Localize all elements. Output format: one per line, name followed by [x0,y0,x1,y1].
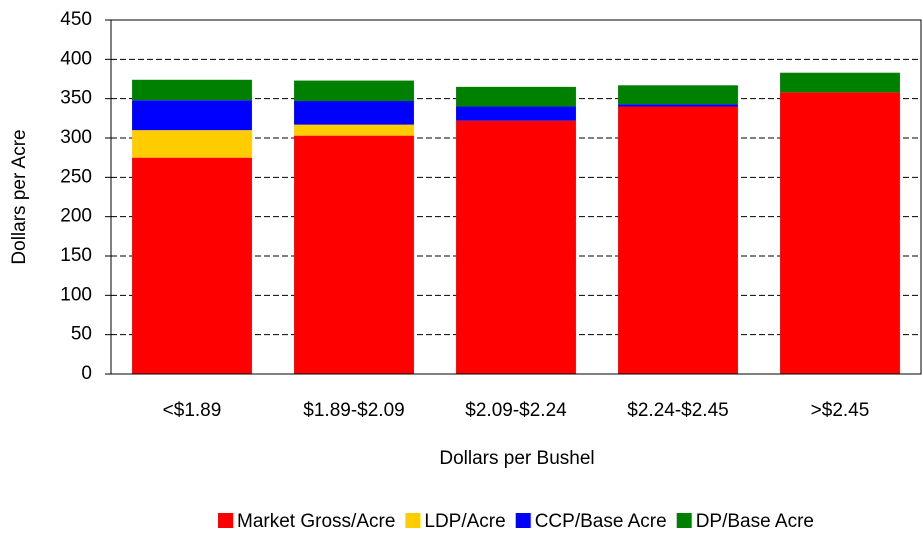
x-tick-label: $2.24-$2.45 [627,400,728,421]
x-tick-label: <$1.89 [163,400,222,421]
bar-segment [618,104,738,107]
legend-swatch [405,513,421,528]
bar-segment [780,92,900,374]
plot-border [110,19,922,375]
bar-segment [132,157,252,374]
y-tick-label: 50 [71,324,92,345]
bar-segment [294,135,414,374]
y-tick-label: 250 [60,166,92,187]
y-tick-label: 0 [81,363,92,384]
bar-segment [294,80,414,102]
x-tick-label: $1.89-$2.09 [303,400,404,421]
bar-segment [132,100,252,131]
bar-segment [456,120,576,375]
legend-label: CCP/Base Acre [535,511,667,532]
y-tick-label: 350 [60,88,92,109]
y-tick-label: 200 [60,206,92,227]
y-tick-label: 150 [60,245,92,266]
legend-swatch [218,513,234,528]
bar-segment [294,101,414,125]
bar-segment [132,130,252,158]
legend-swatch [676,513,692,528]
y-tick-label: 100 [60,284,92,305]
legend-label: Market Gross/Acre [237,511,395,532]
bar-segment [132,79,252,101]
legend-swatch [515,513,531,528]
bar-segment [780,72,900,93]
bar-segment [618,106,738,375]
y-tick-label: 400 [60,48,92,69]
x-tick-label: >$2.45 [811,400,870,421]
x-axis-title: Dollars per Bushel [439,448,594,469]
y-axis-title: Dollars per Acre [9,129,30,264]
legend-label: DP/Base Acre [696,511,814,532]
legend-label: LDP/Acre [424,511,505,532]
x-tick-label: $2.09-$2.24 [465,400,567,421]
bar-segment [456,86,576,107]
y-tick-label: 300 [60,127,92,148]
bar-segment [294,124,414,136]
y-tick-label: 450 [60,9,92,30]
bar-segment [618,85,738,105]
bar-segment [456,106,576,121]
